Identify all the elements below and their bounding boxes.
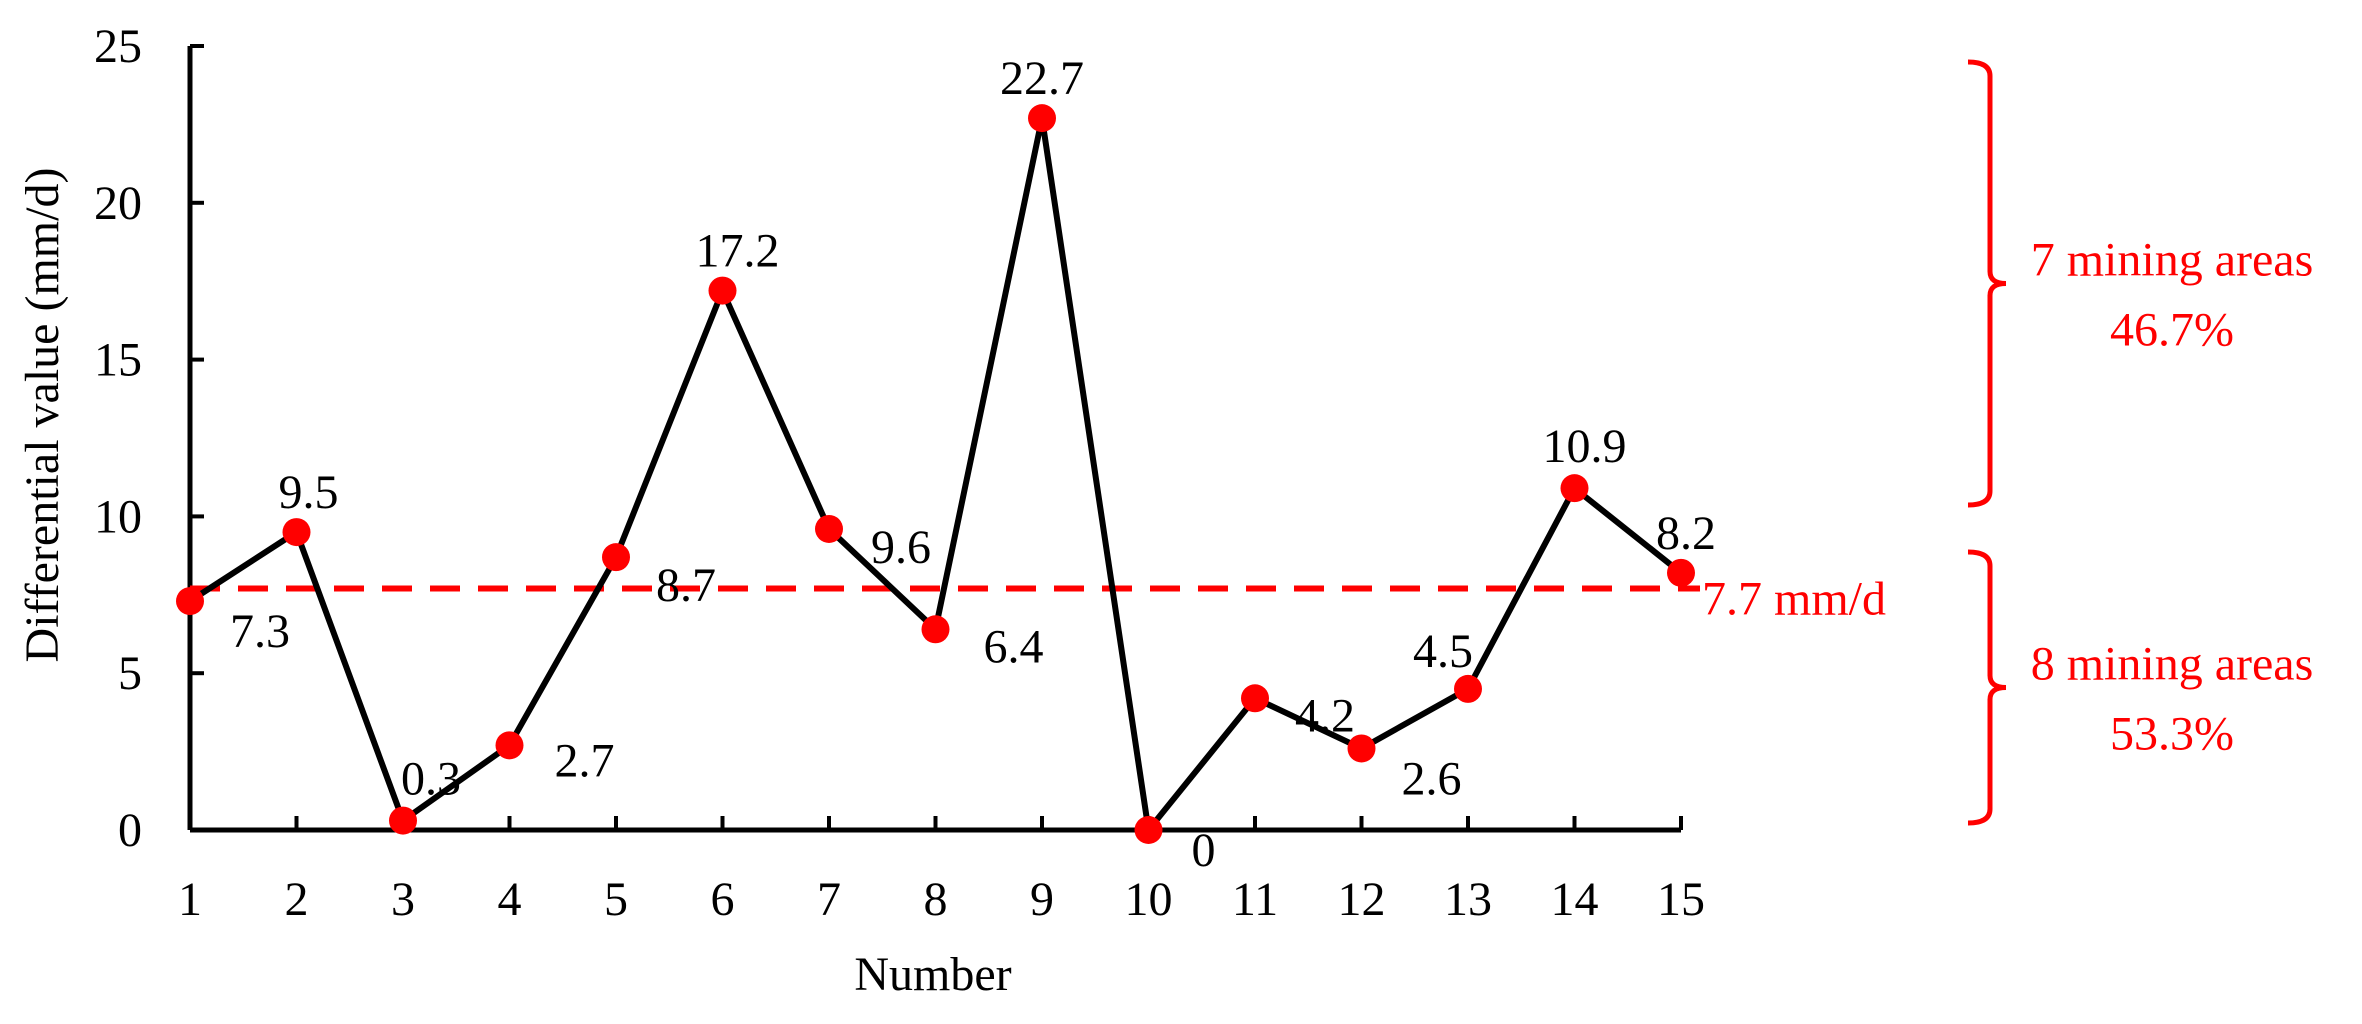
data-point xyxy=(1241,684,1269,713)
data-point xyxy=(1667,558,1695,587)
data-label: 17.2 xyxy=(696,225,780,278)
x-tick-label: 6 xyxy=(711,873,735,926)
series-group xyxy=(176,104,1695,844)
brackets-group: 7 mining areas 46.7% 8 mining areas 53.3% xyxy=(1967,59,2314,826)
x-tick-label: 15 xyxy=(1657,873,1705,926)
y-tick-label: 5 xyxy=(118,647,142,700)
data-label: 0 xyxy=(1192,824,1216,877)
data-point xyxy=(1134,816,1163,844)
data-point xyxy=(1560,474,1589,503)
x-tick-label: 13 xyxy=(1444,873,1492,926)
x-tick-label: 1 xyxy=(178,873,202,926)
data-labels-group: 7.3 9.5 0.3 2.7 8.7 17.2 9.6 6.4 22.7 0 4.2 2.6 4.5 1… xyxy=(230,52,1716,877)
y-tick-label: 0 xyxy=(118,804,142,857)
data-label: 8.7 xyxy=(656,559,716,612)
x-tick-label: 7 xyxy=(817,873,841,926)
y-tick-label: 25 xyxy=(94,20,142,73)
data-label: 7.3 xyxy=(230,605,290,658)
data-label: 9.5 xyxy=(279,466,339,519)
x-axis-title: Number xyxy=(854,948,1011,1001)
annotation-below-line: 53.3% xyxy=(2110,708,2234,761)
data-point xyxy=(1028,104,1056,133)
annotation-above-line: 7 mining areas xyxy=(2031,234,2314,287)
series-line xyxy=(188,115,1683,833)
data-label: 0.3 xyxy=(401,753,461,806)
data-point xyxy=(1347,734,1376,763)
reference-line-label: 7.7 mm/d xyxy=(1702,573,1886,626)
data-label: 10.9 xyxy=(1543,420,1627,473)
x-tick-label: 5 xyxy=(604,873,628,926)
y-axis-title: Differential value (mm/d) xyxy=(16,168,69,663)
data-label: 4.2 xyxy=(1295,689,1355,742)
data-point xyxy=(282,518,311,547)
x-tick-label: 8 xyxy=(924,873,948,926)
data-point xyxy=(815,514,843,543)
data-point xyxy=(176,587,204,616)
data-label: 9.6 xyxy=(871,521,931,574)
data-point xyxy=(389,806,417,835)
data-label: 2.7 xyxy=(555,734,615,787)
reference-line-group: 7.7 mm/d xyxy=(190,573,1886,626)
x-tick-label: 14 xyxy=(1551,873,1599,926)
bracket-below xyxy=(1967,549,2007,826)
data-label: 4.5 xyxy=(1413,625,1473,678)
x-tick-label: 3 xyxy=(391,873,415,926)
data-point xyxy=(708,276,737,305)
x-tick-label: 2 xyxy=(285,873,309,926)
data-point xyxy=(495,731,524,760)
bracket-above xyxy=(1967,59,2007,508)
annotation-below-line: 8 mining areas xyxy=(2031,638,2314,691)
x-tick-label: 10 xyxy=(1125,873,1173,926)
y-tick-label: 20 xyxy=(94,177,142,230)
annotation-above-line: 46.7% xyxy=(2110,304,2234,357)
data-label: 8.2 xyxy=(1656,507,1716,560)
x-tick-label: 9 xyxy=(1030,873,1054,926)
data-point xyxy=(1454,674,1482,703)
x-tick-label: 11 xyxy=(1232,873,1278,926)
y-tick-label: 15 xyxy=(94,334,142,387)
data-point xyxy=(921,615,950,644)
data-label: 2.6 xyxy=(1402,752,1462,805)
x-tick-label: 12 xyxy=(1338,873,1386,926)
data-label: 6.4 xyxy=(984,620,1044,673)
x-tick-label: 4 xyxy=(498,873,522,926)
data-point xyxy=(602,543,630,572)
data-label: 22.7 xyxy=(1000,52,1084,105)
y-tick-label: 10 xyxy=(94,490,142,543)
